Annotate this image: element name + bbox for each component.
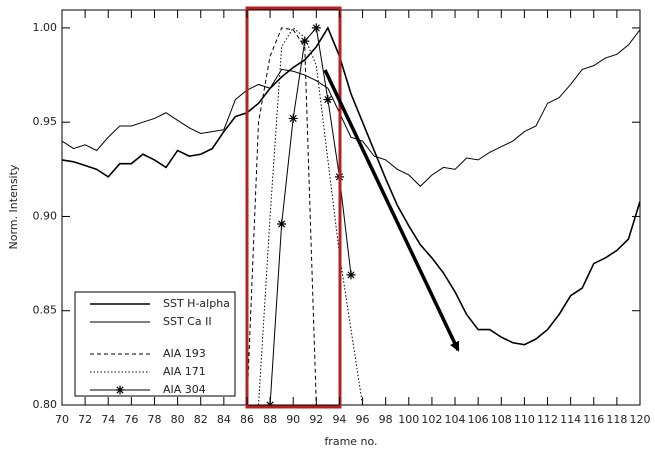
x-tick-label: 104 [445, 413, 466, 426]
arrow [323, 69, 460, 352]
legend-entries: SST H-alpha SST Ca II AIA 193 AIA 171 AIA 30… [90, 297, 230, 396]
data-point [346, 270, 356, 280]
x-tick-label: 114 [560, 413, 581, 426]
series-line [62, 29, 640, 187]
x-tick-label: 96 [356, 413, 370, 426]
y-axis-title: Norm. Intensity [7, 164, 20, 249]
x-tick-label: 72 [78, 413, 92, 426]
plot-frame [61, 9, 641, 406]
y-tick-label: 0.85 [33, 304, 58, 317]
data-point [277, 219, 287, 229]
y-tick-label: 1.00 [33, 21, 58, 34]
x-tick-label: 78 [147, 413, 161, 426]
legend-label: AIA 193 [163, 347, 206, 360]
legend [74, 291, 236, 397]
x-tick-label: 74 [101, 413, 115, 426]
legend-label: AIA 171 [163, 365, 206, 378]
series-line [269, 26, 352, 405]
x-tick-label: 100 [398, 413, 419, 426]
x-tick-label: 92 [309, 413, 323, 426]
series-line [258, 27, 364, 405]
x-tick-label: 70 [55, 413, 69, 426]
x-tick-label: 106 [468, 413, 489, 426]
x-tick-label: 112 [537, 413, 558, 426]
y-tick-label: 0.95 [33, 115, 58, 128]
x-tick-label: 88 [263, 413, 277, 426]
x-tick-label: 90 [286, 413, 300, 426]
legend-label: AIA 304 [163, 383, 206, 396]
x-tick-label: 82 [194, 413, 208, 426]
data-point [311, 23, 321, 33]
series-line [62, 26, 640, 346]
x-tick-label: 76 [124, 413, 138, 426]
legend-label: SST Ca II [163, 315, 212, 328]
legend-label: SST H-alpha [163, 297, 230, 310]
data-point [288, 113, 298, 123]
data-point [300, 36, 310, 46]
x-tick-label: 102 [421, 413, 442, 426]
x-tick-label: 86 [240, 413, 254, 426]
series-line [246, 27, 317, 405]
x-tick-label: 80 [171, 413, 185, 426]
x-axis-title: frame no. [324, 435, 377, 448]
x-tick-label: 116 [583, 413, 604, 426]
x-tick-label: 120 [630, 413, 651, 426]
x-tick-label: 94 [332, 413, 346, 426]
legend-marker [115, 385, 125, 395]
x-tick-label: 118 [606, 413, 627, 426]
data-point [323, 95, 333, 105]
x-tick-label: 108 [491, 413, 512, 426]
highlight-box [245, 6, 342, 409]
x-tick-label: 84 [217, 413, 231, 426]
x-tick-label: 110 [514, 413, 535, 426]
y-tick-label: 0.80 [33, 398, 58, 411]
x-tick-label: 98 [379, 413, 393, 426]
y-tick-label: 0.90 [33, 209, 58, 222]
